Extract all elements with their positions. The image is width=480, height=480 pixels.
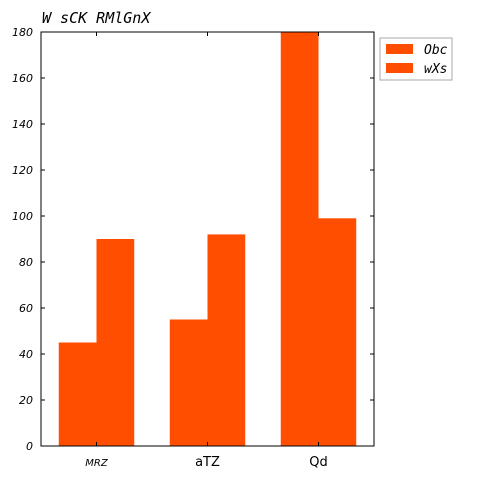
y-tick-label: 120 <box>12 164 33 177</box>
bar-wXs-aTZ <box>207 234 246 446</box>
legend: Obc wXs <box>379 37 453 81</box>
legend-swatch-wXs <box>386 63 413 73</box>
bar-wXs-Qd <box>318 218 357 446</box>
y-tick-label: 180 <box>12 26 33 39</box>
y-tick-label: 20 <box>19 394 33 407</box>
bars-layer <box>58 32 357 446</box>
legend-label: wXs <box>424 62 447 77</box>
y-tick-label: 0 <box>26 440 33 453</box>
y-tick-label: 40 <box>19 348 33 361</box>
y-tick-label: 140 <box>12 118 33 131</box>
y-tick-label: 160 <box>12 72 33 85</box>
y-tick-label: 60 <box>19 302 33 315</box>
x-tick-label: Qd <box>309 455 327 470</box>
bar-Obc-aTZ <box>169 319 208 446</box>
x-tick-label: aTZ <box>195 455 220 470</box>
y-tick-label: 80 <box>19 256 33 269</box>
x-axis: MRZ aTZ Qd <box>85 32 328 470</box>
bar-Obc-MRZ <box>58 342 97 446</box>
y-axis: 0 20 40 60 80 100 120 140 160 180 <box>12 26 374 453</box>
legend-swatch-Obc <box>386 44 413 54</box>
x-tick-label: MRZ <box>85 458 109 469</box>
y-tick-label: 100 <box>12 210 33 223</box>
chart-title: W sCK RMlGnX <box>42 9 151 27</box>
bar-Obc-Qd <box>280 32 319 446</box>
bar-wXs-MRZ <box>96 239 135 446</box>
legend-label: Obc <box>424 43 448 58</box>
